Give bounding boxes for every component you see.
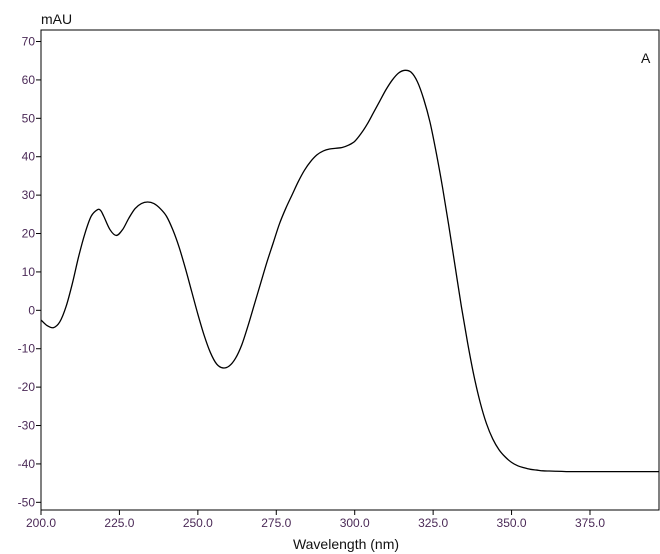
absorbance-series-line	[40, 69, 659, 473]
x-tick-label: 225.0	[104, 516, 134, 530]
y-tick-label: 30	[22, 188, 36, 202]
plot-border	[40, 29, 660, 511]
y-tick-label: 60	[22, 73, 36, 87]
x-tick-label: 200.0	[26, 516, 56, 530]
y-tick-label: -40	[18, 457, 36, 471]
x-tick-label: 325.0	[418, 516, 448, 530]
y-tick-label: 50	[22, 111, 36, 125]
y-tick-label: -50	[18, 495, 36, 509]
x-axis-ticks: 200.0 225.0 250.0 275.0 300.0 325.0 350.0 375.0	[26, 510, 605, 530]
y-tick-label: -10	[18, 342, 36, 356]
x-tick-label: 375.0	[575, 516, 605, 530]
y-axis-label: mAU	[41, 11, 72, 27]
x-tick-label: 250.0	[183, 516, 213, 530]
plot-frame	[40, 29, 660, 511]
y-tick-label: 20	[22, 227, 36, 241]
x-axis-label: Wavelength (nm)	[293, 536, 399, 552]
y-tick-label: 40	[22, 150, 36, 164]
x-tick-label: 300.0	[340, 516, 370, 530]
y-tick-label: -30	[18, 419, 36, 433]
y-tick-label: 70	[22, 35, 36, 49]
y-tick-label: -20	[18, 380, 36, 394]
series-group	[40, 69, 659, 473]
y-tick-label: 10	[22, 265, 36, 279]
y-tick-label: 0	[28, 303, 35, 317]
panel-label: A	[641, 50, 651, 66]
x-tick-label: 275.0	[261, 516, 291, 530]
y-axis-ticks: 70 60 50 40 30 20 10 0 -10 -20 -30 -40 -50	[18, 35, 41, 509]
x-tick-label: 350.0	[497, 516, 527, 530]
